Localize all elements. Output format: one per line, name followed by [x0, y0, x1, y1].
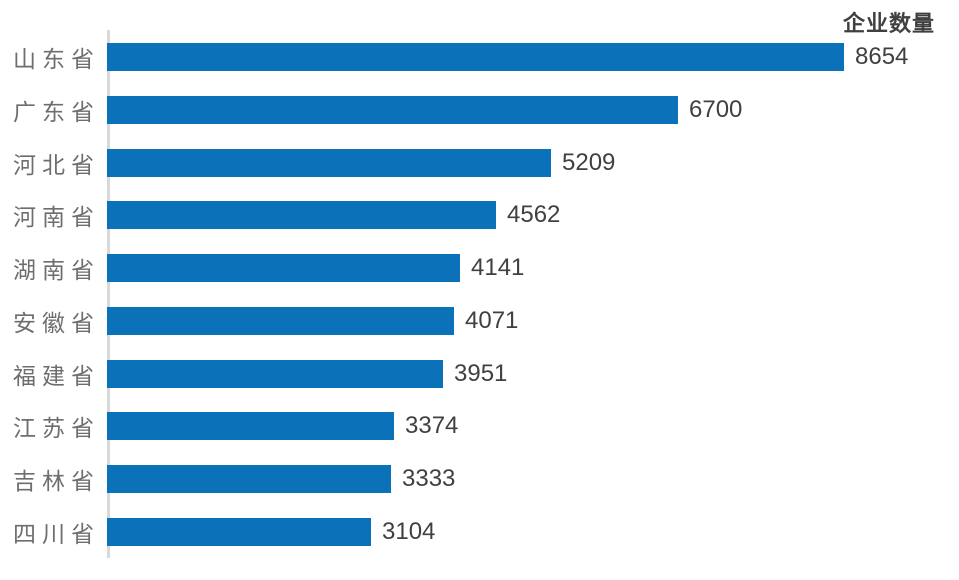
- bar: [107, 96, 678, 125]
- bar: [107, 359, 443, 388]
- value-label: 3333: [402, 464, 456, 492]
- bar: [107, 254, 460, 283]
- chart-row: 河南省 4562: [0, 189, 959, 242]
- chart-row: 四川省 3104: [0, 505, 959, 558]
- bar: [107, 306, 454, 335]
- value-label: 3374: [405, 412, 459, 440]
- chart-title: 企业数量: [842, 11, 935, 36]
- category-label: 四川省: [13, 521, 100, 547]
- bar: [107, 201, 496, 230]
- category-label: 湖南省: [13, 258, 100, 284]
- chart-row: 湖南省 4141: [0, 242, 959, 295]
- value-label: 6700: [689, 96, 743, 124]
- value-label: 8654: [855, 43, 909, 71]
- category-label: 河北省: [13, 152, 100, 178]
- value-label: 4141: [471, 254, 525, 282]
- value-label: 4562: [507, 201, 561, 229]
- value-label: 3951: [454, 359, 508, 387]
- chart-row: 江苏省 3374: [0, 400, 959, 453]
- value-label: 5209: [562, 148, 616, 176]
- category-label: 安徽省: [13, 310, 100, 336]
- bar: [107, 43, 844, 72]
- bar: [107, 148, 551, 177]
- value-label: 3104: [382, 517, 436, 545]
- bar: [107, 464, 391, 493]
- chart-row: 河北省 5209: [0, 136, 959, 189]
- category-label: 吉林省: [13, 468, 100, 494]
- y-axis-line: [107, 30, 110, 558]
- bar: [107, 412, 394, 441]
- plot-area: 山东省 8654 广东省 6700 河北省 5209 河南省 4562 湖南省 4141 安徽省 40…: [0, 31, 959, 558]
- category-label: 广东省: [13, 100, 100, 126]
- category-label: 山东省: [13, 47, 100, 73]
- chart-row: 广东省 6700: [0, 84, 959, 137]
- value-label: 4071: [465, 306, 519, 334]
- bar: [107, 517, 371, 546]
- chart-row: 吉林省 3333: [0, 453, 959, 506]
- category-label: 福建省: [13, 363, 100, 389]
- chart-row: 福建省 3951: [0, 347, 959, 400]
- category-label: 河南省: [13, 205, 100, 231]
- chart-row: 山东省 8654: [0, 31, 959, 84]
- category-label: 江苏省: [13, 416, 100, 442]
- chart-row: 安徽省 4071: [0, 295, 959, 348]
